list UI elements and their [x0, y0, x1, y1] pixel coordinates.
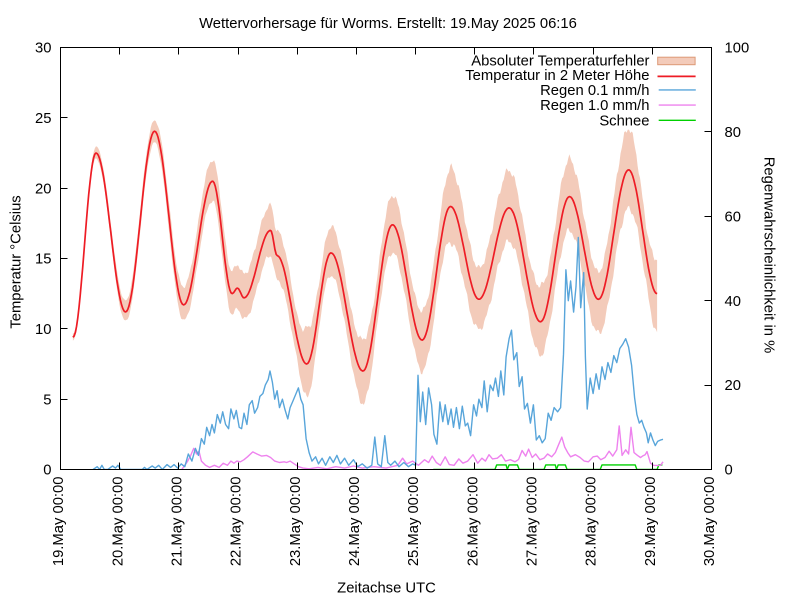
- svg-text:20: 20: [35, 181, 51, 197]
- svg-text:0: 0: [43, 463, 51, 479]
- svg-text:26.May 00:00: 26.May 00:00: [465, 477, 481, 567]
- svg-text:30.May 00:00: 30.May 00:00: [702, 477, 718, 567]
- svg-text:28.May 00:00: 28.May 00:00: [584, 477, 600, 567]
- svg-text:Schnee: Schnee: [599, 113, 649, 129]
- svg-text:Zeitachse UTC: Zeitachse UTC: [337, 581, 436, 597]
- svg-text:Temperatur in 2 Meter Höhe: Temperatur in 2 Meter Höhe: [465, 68, 649, 84]
- svg-text:22.May 00:00: 22.May 00:00: [229, 477, 245, 567]
- svg-text:23.May 00:00: 23.May 00:00: [288, 477, 304, 567]
- svg-text:27.May 00:00: 27.May 00:00: [525, 477, 541, 567]
- svg-text:15: 15: [35, 252, 51, 268]
- svg-text:Regen 0.1 mm/h: Regen 0.1 mm/h: [540, 83, 649, 99]
- svg-text:Regen 1.0 mm/h: Regen 1.0 mm/h: [540, 98, 649, 114]
- svg-text:25: 25: [35, 111, 51, 127]
- svg-text:25.May 00:00: 25.May 00:00: [406, 477, 422, 567]
- svg-text:60: 60: [725, 209, 741, 225]
- svg-text:20: 20: [725, 378, 741, 394]
- svg-text:40: 40: [725, 294, 741, 310]
- svg-text:100: 100: [725, 41, 750, 57]
- svg-text:24.May 00:00: 24.May 00:00: [347, 477, 363, 567]
- svg-text:80: 80: [725, 125, 741, 141]
- svg-text:0: 0: [725, 463, 733, 479]
- svg-text:19.May 00:00: 19.May 00:00: [51, 477, 67, 567]
- svg-text:Regenwahrscheinlichkeit in %: Regenwahrscheinlichkeit in %: [761, 157, 777, 354]
- svg-text:30: 30: [35, 41, 51, 57]
- svg-text:Temperatur °Celsius: Temperatur °Celsius: [9, 195, 25, 328]
- svg-text:29.May 00:00: 29.May 00:00: [643, 477, 659, 567]
- svg-text:Wettervorhersage für Worms. Er: Wettervorhersage für Worms. Erstellt: 19…: [199, 16, 577, 32]
- svg-text:20.May 00:00: 20.May 00:00: [110, 477, 126, 567]
- svg-text:10: 10: [35, 322, 51, 338]
- svg-text:Absoluter Temperaturfehler: Absoluter Temperaturfehler: [471, 53, 649, 69]
- svg-text:21.May 00:00: 21.May 00:00: [170, 477, 186, 567]
- svg-text:5: 5: [43, 392, 51, 408]
